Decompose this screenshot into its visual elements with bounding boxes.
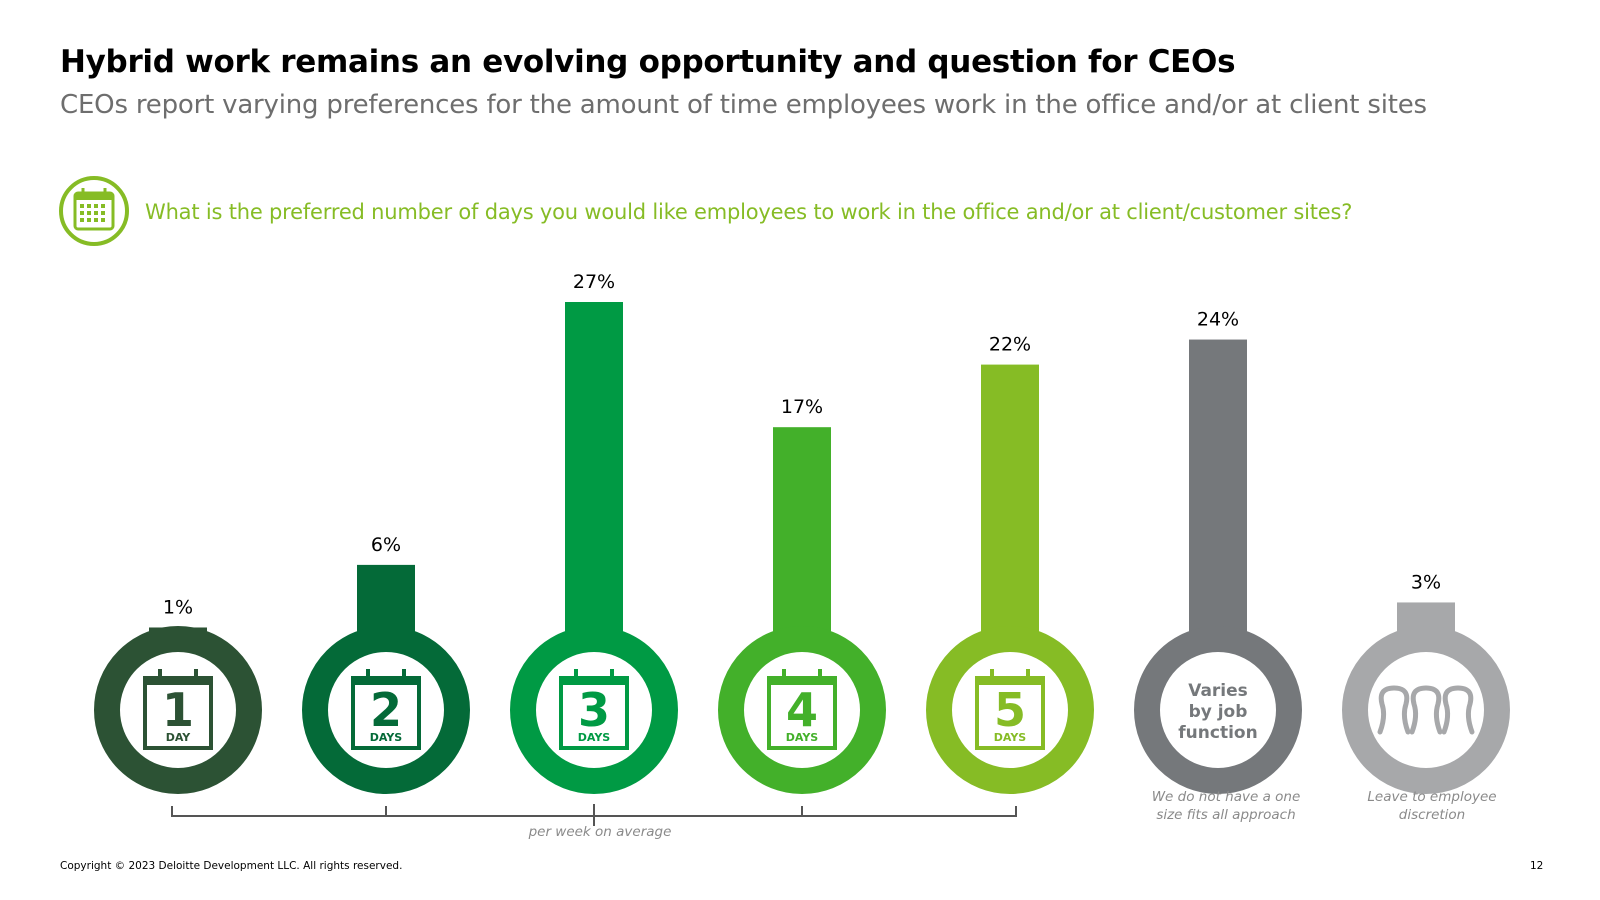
bar-6 [1189,339,1247,650]
value-label: 1% [163,596,193,618]
day-unit-label: DAYS [370,731,403,744]
day-number: 3 [578,683,610,737]
page-number: 12 [1530,860,1544,872]
day-number: 2 [370,683,402,737]
bar-ring-2 [302,626,470,794]
value-label: 22% [989,334,1031,356]
survey-question: What is the preferred number of days you… [145,200,1353,224]
day-unit-label: DAYS [786,731,819,744]
day-unit-label: DAYS [994,731,1027,744]
copyright-text: Copyright © 2023 Deloitte Development LL… [60,860,403,872]
bar-ring-3 [510,626,678,794]
page-subtitle: CEOs report varying preferences for the … [60,90,1427,120]
ring-text: function [1178,723,1257,743]
bar-ring-5 [926,626,1094,794]
bar-ring-4 [718,626,886,794]
ring-text: Varies [1188,681,1248,701]
bar-5 [981,364,1039,650]
value-label: 17% [781,396,823,418]
value-label: 6% [371,534,401,556]
bar-ring-6 [1134,626,1302,794]
people-icon [1377,685,1475,735]
bar-4 [773,427,831,650]
bar-ring-1 [94,626,262,794]
value-label: 24% [1197,309,1239,331]
axis-caption: per week on average [528,824,672,840]
bar-ring-7 [1342,626,1510,794]
value-label: 27% [573,271,615,293]
varies-caption: We do not have a one size fits all appro… [1151,789,1301,823]
day-unit-label: DAYS [578,731,611,744]
day-number: 5 [994,683,1026,737]
ring-text: by job [1189,702,1248,722]
day-unit-label: DAY [166,731,192,744]
value-label: 3% [1411,571,1441,593]
day-number: 4 [786,683,818,737]
calendar-icon [59,176,129,246]
page-title: Hybrid work remains an evolving opportun… [60,44,1236,80]
day-number: 1 [162,683,194,737]
bar-3 [565,302,623,650]
discretion-caption: Leave to employee discretion [1367,789,1497,823]
